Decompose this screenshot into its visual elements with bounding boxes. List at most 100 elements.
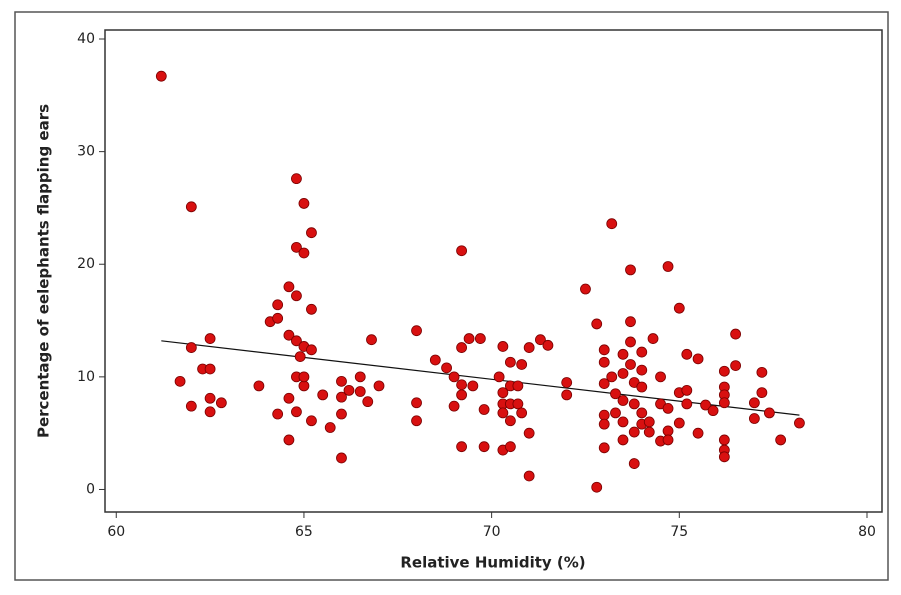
- point: [411, 325, 422, 337]
- point: [718, 365, 730, 377]
- point: [730, 360, 742, 371]
- point: [291, 241, 302, 253]
- point: [794, 417, 805, 429]
- point: [463, 333, 475, 344]
- point: [411, 415, 422, 427]
- point: [294, 351, 306, 362]
- point: [336, 408, 347, 420]
- point: [692, 427, 704, 439]
- point: [748, 397, 760, 409]
- x-tick-label: 70: [483, 524, 501, 540]
- point: [291, 406, 302, 418]
- y-tick-label: 20: [77, 256, 95, 272]
- point: [456, 342, 467, 353]
- point: [580, 283, 591, 295]
- point: [598, 344, 610, 356]
- point: [478, 441, 490, 453]
- point: [448, 371, 460, 383]
- point: [497, 407, 509, 419]
- point: [598, 378, 610, 390]
- point: [185, 342, 197, 353]
- y-tick-label: 30: [77, 144, 95, 160]
- point: [591, 318, 603, 330]
- point: [204, 392, 216, 404]
- x-tick-label: 80: [858, 524, 876, 540]
- point: [542, 339, 554, 351]
- point: [655, 371, 666, 383]
- point: [606, 371, 618, 383]
- fit-line: [161, 340, 800, 416]
- point: [610, 388, 621, 400]
- point: [291, 290, 302, 302]
- point: [336, 452, 347, 464]
- point: [474, 333, 486, 344]
- point: [598, 418, 610, 430]
- point: [610, 407, 621, 419]
- point: [478, 404, 490, 415]
- point: [628, 458, 640, 469]
- point: [625, 359, 636, 370]
- point: [692, 353, 704, 365]
- point: [291, 335, 302, 347]
- point: [306, 227, 317, 239]
- point: [204, 363, 216, 375]
- point: [523, 470, 535, 482]
- point: [756, 387, 768, 399]
- point: [336, 375, 347, 387]
- point: [467, 380, 479, 392]
- point: [523, 427, 535, 439]
- point: [598, 409, 610, 421]
- point: [748, 413, 760, 424]
- point: [204, 333, 216, 344]
- point: [298, 198, 310, 209]
- point: [681, 398, 693, 410]
- point: [336, 391, 347, 403]
- point: [456, 379, 467, 391]
- point: [625, 336, 636, 348]
- point: [625, 316, 636, 328]
- point: [317, 389, 329, 401]
- point: [215, 397, 227, 409]
- point: [662, 402, 674, 414]
- point: [673, 302, 685, 314]
- point: [535, 334, 546, 346]
- point: [617, 368, 629, 379]
- y-tick-label: 40: [77, 31, 95, 47]
- point: [411, 397, 422, 409]
- point: [512, 380, 524, 392]
- point: [429, 354, 441, 366]
- point: [298, 247, 310, 259]
- point: [343, 384, 355, 396]
- point: [516, 407, 528, 419]
- point: [700, 399, 711, 411]
- point: [617, 416, 629, 428]
- point: [775, 434, 787, 446]
- point: [628, 398, 640, 410]
- point: [283, 434, 295, 446]
- point: [617, 395, 629, 406]
- point: [493, 371, 505, 383]
- point: [291, 173, 302, 185]
- point: [504, 415, 516, 427]
- point: [617, 348, 629, 360]
- point: [512, 398, 524, 410]
- point: [598, 442, 610, 454]
- point: [598, 356, 610, 368]
- point: [283, 281, 295, 293]
- point: [448, 400, 460, 412]
- point: [456, 245, 467, 257]
- point: [354, 371, 366, 383]
- point: [673, 417, 685, 429]
- point: [523, 342, 535, 353]
- point: [204, 406, 216, 418]
- x-tick-label: 60: [107, 524, 125, 540]
- point: [324, 422, 336, 433]
- point: [306, 415, 317, 427]
- point: [362, 396, 374, 408]
- point: [662, 261, 674, 272]
- point: [497, 341, 509, 352]
- y-axis-title: Percentage of eelephants flapping ears: [35, 104, 53, 438]
- x-tick-label: 65: [295, 524, 313, 540]
- point: [763, 407, 775, 419]
